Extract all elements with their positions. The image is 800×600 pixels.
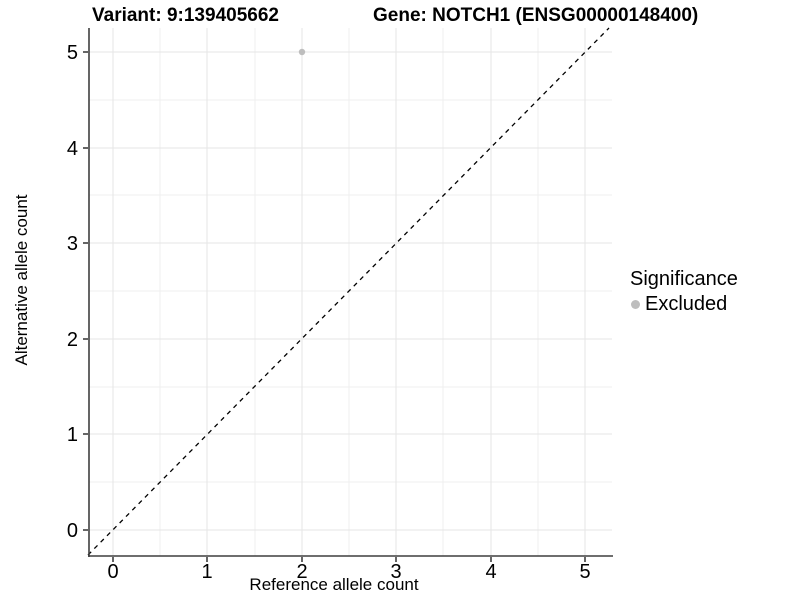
y-tick-label-0: 0 bbox=[67, 520, 78, 542]
legend-item-excluded: Excluded bbox=[630, 293, 738, 316]
legend-item-label: Excluded bbox=[645, 293, 728, 315]
x-tick-marks bbox=[112, 557, 586, 562]
y-grid-major bbox=[89, 51, 612, 531]
x-tick-label-2: 2 bbox=[296, 561, 307, 583]
x-tick-label-0: 0 bbox=[107, 561, 118, 583]
x-tick-label-5: 5 bbox=[579, 561, 590, 583]
x-axis-title: Reference allele count bbox=[249, 575, 419, 594]
x-tick-label-3: 3 bbox=[390, 561, 401, 583]
y-tick-label-1: 1 bbox=[67, 424, 78, 446]
y-tick-label-4: 4 bbox=[67, 138, 78, 160]
identity-line bbox=[87, 27, 610, 556]
y-tick-label-2: 2 bbox=[67, 329, 78, 351]
y-tick-marks bbox=[83, 51, 88, 531]
gene-title: Gene: NOTCH1 (ENSG00000148400) bbox=[373, 5, 699, 26]
legend-title: Significance bbox=[630, 268, 738, 290]
variant-title: Variant: 9:139405662 bbox=[92, 5, 279, 26]
y-tick-label-5: 5 bbox=[67, 42, 78, 64]
x-tick-label-1: 1 bbox=[201, 561, 212, 583]
y-tick-label-3: 3 bbox=[67, 233, 78, 255]
x-grid-major bbox=[112, 28, 586, 556]
y-grid-minor bbox=[89, 99, 612, 483]
x-tick-label-4: 4 bbox=[485, 561, 496, 583]
legend: Significance Excluded bbox=[630, 268, 738, 316]
x-grid-minor bbox=[159, 28, 539, 556]
data-point-excluded bbox=[298, 48, 306, 56]
excluded-point-icon bbox=[631, 300, 640, 309]
